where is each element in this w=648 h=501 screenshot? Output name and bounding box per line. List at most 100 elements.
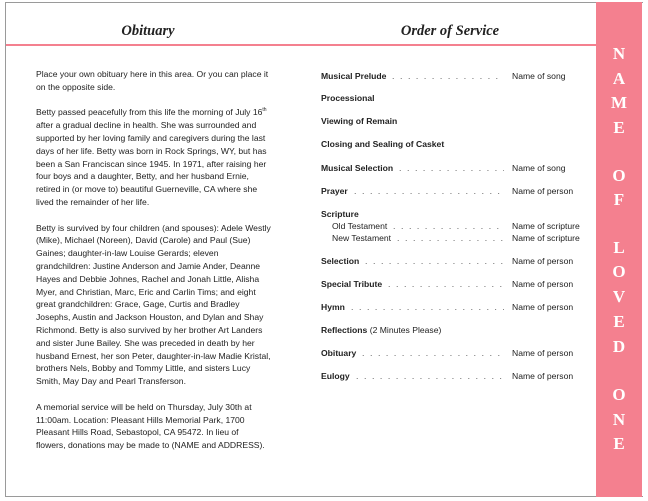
leader-dots: . . . . . . . . . . . . . . . . . . . . … xyxy=(356,371,504,381)
service-item: Prayer . . . . . . . . . . . . . . . . . … xyxy=(321,185,591,197)
leader-dots: . . . . . . . . . . . . . . . . . . . . … xyxy=(365,256,504,266)
name-letter: O xyxy=(612,385,626,404)
service-item: Old Testament . . . . . . . . . . . . . .… xyxy=(321,220,591,232)
obituary-line: lived the remainder of her life. xyxy=(36,196,150,207)
service-item-value: Name of person xyxy=(512,279,574,289)
service-item: New Testament . . . . . . . . . . . . . .… xyxy=(321,232,591,244)
obituary-heading: Obituary xyxy=(121,23,175,39)
service-item-label: Processional xyxy=(321,93,375,103)
obituary-line: Betty passed peacefully from this life t… xyxy=(36,107,267,118)
obituary-line: Betty is survived by four children (and … xyxy=(36,222,271,233)
obituary-line: after a gradual decline in health. She w… xyxy=(36,120,257,131)
service-item-label: Hymn xyxy=(321,302,345,312)
name-letter: A xyxy=(612,69,626,88)
obituary-line: four boys and a daughter, Betty, and her… xyxy=(36,171,249,182)
service-item-label: Selection xyxy=(321,256,360,266)
service-item: Eulogy . . . . . . . . . . . . . . . . . … xyxy=(321,370,591,382)
service-item-value: Name of song xyxy=(512,163,566,173)
name-letter: N xyxy=(612,44,626,63)
service-item-value: Name of person xyxy=(512,371,574,381)
service-item-value: Name of person xyxy=(512,186,574,196)
service-item: Musical Selection . . . . . . . . . . . .… xyxy=(321,162,591,174)
obituary-line: grandchildren: Justine Anderson and Jami… xyxy=(36,260,261,271)
service-item: Reflections (2 Minutes Please) xyxy=(321,324,591,336)
page-frame xyxy=(5,2,643,497)
obituary-paragraph: Betty passed peacefully from this life t… xyxy=(36,106,271,208)
obituary-line: brothers Nels, Bobby and Tommy Little, a… xyxy=(36,363,251,374)
name-letter: N xyxy=(612,410,626,429)
name-letter: V xyxy=(612,287,626,306)
obituary-line: husband Ernest, her son Peter, daughter-… xyxy=(36,350,271,361)
service-item-label: Prayer xyxy=(321,186,348,196)
obituary-line: and sister June Bailey. She was preceded… xyxy=(36,337,255,348)
name-letter: D xyxy=(612,337,626,356)
leader-dots: . . . . . . . . . . . . . . . . . . . . … xyxy=(388,279,504,289)
service-item-label: Closing and Sealing of Casket xyxy=(321,139,445,149)
service-item-value: Name of song xyxy=(512,71,566,81)
service-item-label: Obituary xyxy=(321,348,357,358)
service-item-value: Name of scripture xyxy=(512,221,580,231)
leader-dots: . . . . . . . . . . . . . . . . . . . . … xyxy=(392,71,504,81)
obituary-paragraph: A memorial service will be held on Thurs… xyxy=(36,401,271,452)
name-letter: M xyxy=(610,93,628,112)
service-item: Selection . . . . . . . . . . . . . . . .… xyxy=(321,255,591,267)
service-item: Scripture xyxy=(321,208,591,220)
obituary-line: Josephs, Austin and Jackson Houston, and… xyxy=(36,312,264,323)
obituary-line: Place your own obituary here in this are… xyxy=(36,69,269,79)
obituary-line: A memorial service will be held on Thurs… xyxy=(36,401,252,412)
service-item-value: Name of person xyxy=(512,348,574,358)
obituary-line: on the opposite side. xyxy=(36,81,116,92)
superscript: th xyxy=(262,107,267,114)
heading-rule xyxy=(6,44,596,46)
leader-dots: . . . . . . . . . . . . . . . . . . . xyxy=(399,163,504,173)
name-letter: L xyxy=(613,238,625,257)
obituary-line: retired in (or move to) beautiful Guerne… xyxy=(36,184,258,195)
obituary-line: Hayes and Debbie Johnes, Rachel and Jona… xyxy=(36,273,260,284)
service-item: Closing and Sealing of Casket xyxy=(321,138,591,150)
obituary-line: 11:00am. Location: Pleasant Hills Memori… xyxy=(36,414,245,425)
obituary-line: Pleasant Hills Road, Sebastopol, CA 9547… xyxy=(36,427,239,438)
service-item: Hymn . . . . . . . . . . . . . . . . . . … xyxy=(321,301,591,313)
leader-dots: . . . . . . . . . . . . . . . . . . . . … xyxy=(354,186,504,196)
service-item-label: Musical Prelude xyxy=(321,71,387,81)
service-item-label: Special Tribute xyxy=(321,279,383,289)
obituary-line: great grandchildren: Grace, Gage, Curtis… xyxy=(36,299,240,310)
obituary-line: (Mike), Michael (Noreen), David (Carole)… xyxy=(36,235,251,246)
leader-dots: . . . . . . . . . . . . . . . . . . . . … xyxy=(362,348,504,358)
obituary-line: days of her life. Betty was born in Rock… xyxy=(36,145,267,156)
name-letter: O xyxy=(612,166,626,185)
order-of-service-heading: Order of Service xyxy=(400,23,500,39)
leader-dots: . . . . . . . . . . . . . . . . . . . . … xyxy=(351,302,504,312)
leader-dots: . . . . . . . . . . . . . . . . . . . . … xyxy=(393,221,504,231)
service-item-sublabel: New Testament xyxy=(332,233,392,243)
leader-dots: . . . . . . . . . . . . . . . . . . . . … xyxy=(397,233,504,243)
service-item-label: Reflections xyxy=(321,325,368,335)
name-letter: E xyxy=(613,312,625,331)
service-item-label: Musical Selection xyxy=(321,163,394,173)
service-item: Obituary . . . . . . . . . . . . . . . . … xyxy=(321,347,591,359)
obituary-paragraph: Place your own obituary here in this are… xyxy=(36,68,271,94)
obituary-line: supported by her loving family and careg… xyxy=(36,132,266,143)
name-letter: O xyxy=(612,262,626,281)
obituary-line: Smith, May Day and Pearl Transferson. xyxy=(36,376,186,387)
name-letter: E xyxy=(613,434,625,453)
service-item: Special Tribute . . . . . . . . . . . . .… xyxy=(321,278,591,290)
obituary-text: Place your own obituary here in this are… xyxy=(36,68,271,465)
service-item-label: Scripture xyxy=(321,209,359,219)
service-item-label: Viewing of Remain xyxy=(321,116,398,126)
service-item: Processional xyxy=(321,92,591,104)
service-item-label: Eulogy xyxy=(321,371,350,381)
obituary-line: Gaines; daughter-in-law Louise Gerards; … xyxy=(36,248,219,259)
service-item-value: Name of person xyxy=(512,302,574,312)
obituary-line: been a San Franciscan since 1945. In 197… xyxy=(36,158,267,169)
service-item-sublabel: Old Testament xyxy=(332,221,388,231)
name-letter: F xyxy=(613,190,625,209)
obituary-line: flowers, donations may be made to (NAME … xyxy=(36,440,265,451)
service-item: Musical Prelude . . . . . . . . . . . . .… xyxy=(321,70,591,82)
obituary-line: Myer, and Christian, Marc, Eric and Carl… xyxy=(36,286,256,297)
name-letter: E xyxy=(613,118,625,137)
obituary-paragraph: Betty is survived by four children (and … xyxy=(36,222,271,388)
obituary-line: Richmond. Betty is also survived by her … xyxy=(36,324,263,335)
service-item-note: (2 Minutes Please) xyxy=(367,325,442,335)
